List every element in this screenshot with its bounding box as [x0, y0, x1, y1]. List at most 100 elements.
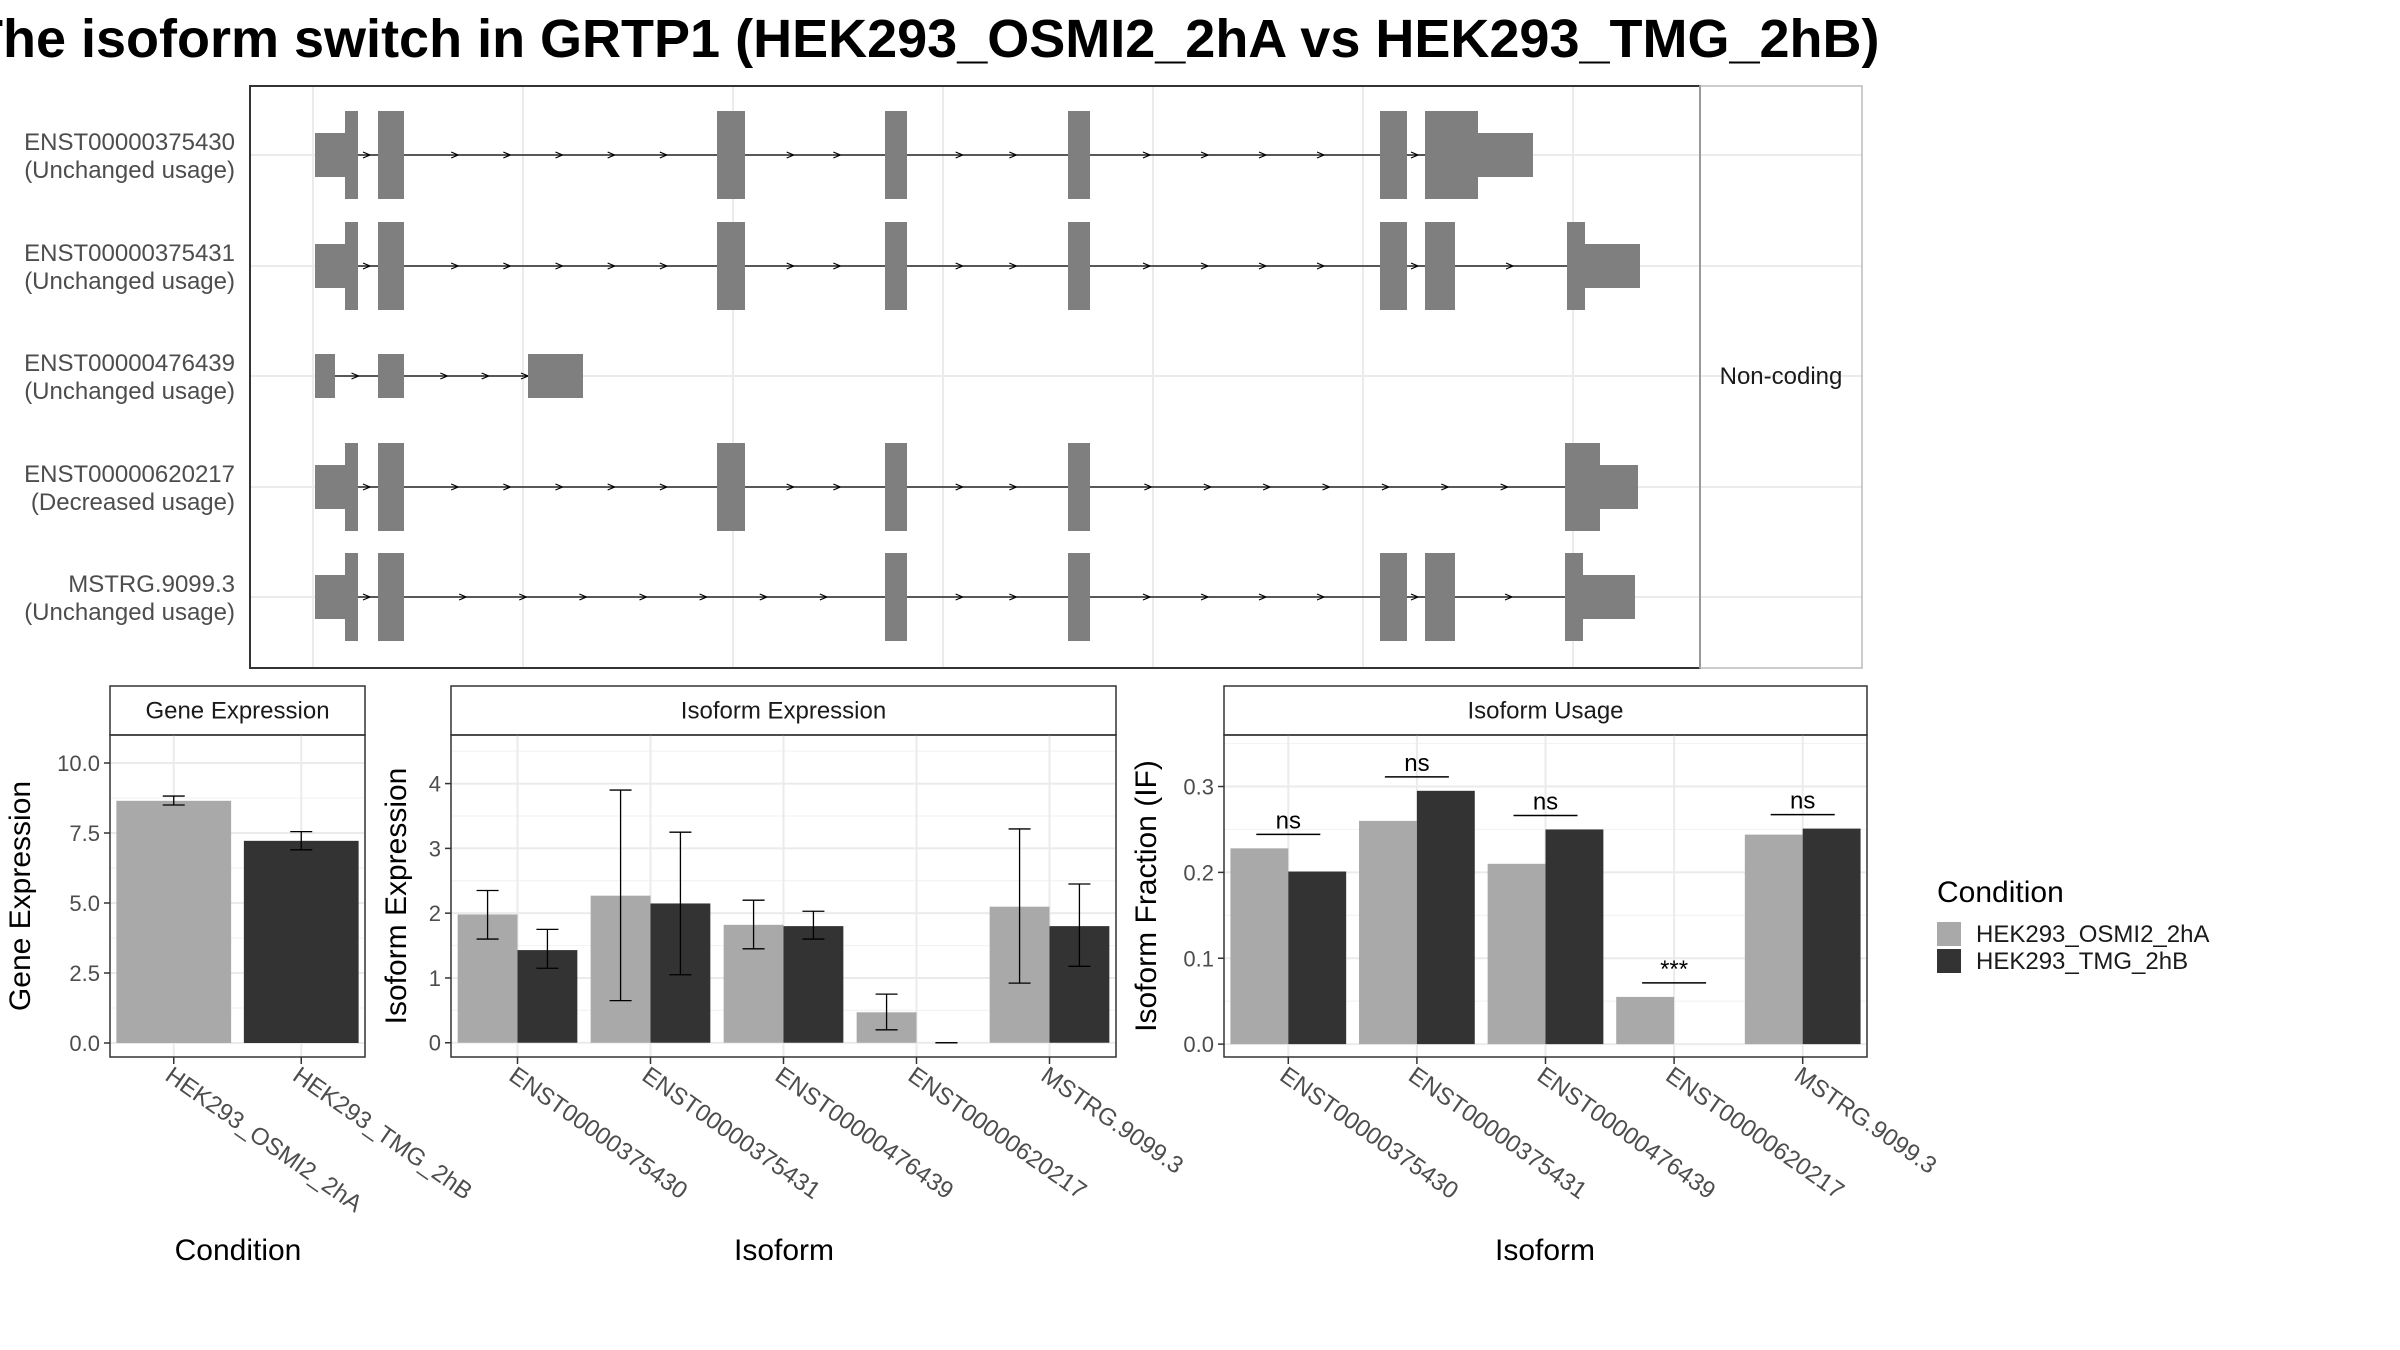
strand-arrow — [639, 593, 649, 601]
strand-arrow — [555, 262, 565, 270]
strand-arrow — [440, 372, 449, 380]
strand-arrow — [1009, 262, 1018, 270]
strand-arrow — [1142, 593, 1152, 601]
strand-arrow — [955, 262, 965, 270]
exon — [378, 553, 404, 641]
y-tick-label: 4 — [429, 772, 441, 797]
exon — [378, 222, 404, 310]
transcript-id: MSTRG.9099.3 — [68, 571, 235, 598]
strand-arrow — [1262, 483, 1272, 491]
strand-arrow — [955, 483, 965, 491]
y-tick-label: 3 — [429, 836, 441, 861]
strand-arrow — [1258, 262, 1268, 270]
bar — [783, 926, 844, 1043]
strand-arrow — [1381, 483, 1391, 491]
structure-strip — [1699, 85, 1863, 669]
strand-arrow — [1316, 262, 1326, 270]
strand-arrow — [1009, 593, 1018, 601]
isoform-expression-chart: Isoform Expression01234ENST00000375430EN… — [380, 685, 1188, 1267]
transcript-row — [315, 553, 1635, 641]
bar — [1802, 828, 1861, 1045]
strand-arrow — [833, 262, 842, 270]
figure-title: The isoform switch in GRTP1 (HEK293_OSMI… — [0, 9, 1880, 69]
transcript-usage: (Unchanged usage) — [24, 157, 235, 184]
isoform-structure-panel: ENST00000375430 (Unchanged usage)ENST0000… — [24, 85, 1863, 669]
y-tick-label: 0.0 — [1183, 1032, 1214, 1057]
strand-arrow — [786, 262, 796, 270]
exon — [717, 111, 745, 199]
strand-arrow — [555, 483, 565, 491]
exon — [315, 465, 345, 509]
panel-strip — [109, 685, 366, 736]
y-tick-label: 1 — [429, 966, 441, 991]
exon — [315, 133, 345, 177]
exon — [1425, 111, 1478, 199]
transcript-id: ENST00000375430 — [24, 129, 235, 156]
y-tick-label: 0.0 — [69, 1031, 100, 1056]
transcript-label: ENST00000375431 (Unchanged usage) — [24, 240, 235, 295]
panel-frame — [109, 734, 366, 1058]
strand-arrow — [607, 483, 617, 491]
transcript-usage: (Unchanged usage) — [24, 599, 235, 626]
exon — [1600, 465, 1638, 509]
exon — [345, 111, 358, 199]
strand-arrow — [1203, 483, 1213, 491]
transcript-label: ENST00000620217 (Decreased usage) — [24, 461, 235, 516]
strand-arrow — [1505, 262, 1515, 270]
significance-label: ns — [1790, 788, 1815, 815]
transcript-row — [315, 222, 1640, 310]
strand-arrow — [955, 593, 965, 601]
strand-arrow — [1142, 151, 1152, 159]
exon — [885, 111, 907, 199]
exon — [1425, 553, 1455, 641]
legend-label: HEK293_TMG_2hB — [1976, 948, 2188, 975]
strand-arrow — [833, 483, 842, 491]
strand-arrow — [659, 483, 669, 491]
x-axis-title: Condition — [175, 1234, 302, 1267]
strand-arrow — [833, 151, 842, 159]
isoform-usage-chart: Isoform Usage0.00.10.20.3nsnsns***nsENST… — [1130, 685, 1941, 1267]
exon — [1068, 443, 1090, 531]
strand-arrow — [1322, 483, 1332, 491]
strand-arrow — [1009, 483, 1018, 491]
legend-label: HEK293_OSMI2_2hA — [1976, 921, 2209, 948]
strand-arrow — [607, 262, 617, 270]
strand-arrow — [503, 262, 512, 270]
strand-arrow — [519, 593, 528, 601]
significance-label: ns — [1404, 750, 1429, 777]
transcript-label: ENST00000476439 (Unchanged usage) — [24, 350, 235, 405]
strand-arrow — [1441, 483, 1450, 491]
bar — [1616, 996, 1675, 1045]
legend-swatch — [1937, 949, 1961, 973]
exon — [1068, 111, 1090, 199]
exon — [378, 443, 404, 531]
exon — [378, 354, 404, 398]
strand-arrow — [450, 262, 460, 270]
exon — [1380, 222, 1407, 310]
transcript-row — [315, 443, 1638, 531]
strand-arrow — [1316, 151, 1326, 159]
exon — [1380, 553, 1407, 641]
strand-arrow — [1258, 151, 1268, 159]
exon — [378, 111, 404, 199]
transcript-row — [315, 354, 583, 398]
bar — [243, 840, 359, 1043]
strand-arrow — [1200, 151, 1210, 159]
exon — [717, 222, 745, 310]
transcript-id: ENST00000620217 — [24, 461, 235, 488]
y-tick-label: 10.0 — [57, 751, 100, 776]
strand-arrow — [607, 151, 617, 159]
exon — [345, 222, 358, 310]
bar — [116, 800, 232, 1043]
bar — [1744, 834, 1803, 1045]
y-tick-label: 0.3 — [1183, 775, 1214, 800]
panel-title: Isoform Usage — [1467, 698, 1623, 725]
y-tick-label: 7.5 — [69, 821, 100, 846]
strand-arrow — [786, 151, 796, 159]
non-coding-strip-label: Non-coding — [1720, 363, 1843, 390]
y-tick-label: 0.2 — [1183, 860, 1214, 885]
exon — [885, 553, 907, 641]
exon — [528, 354, 583, 398]
exon — [885, 443, 907, 531]
